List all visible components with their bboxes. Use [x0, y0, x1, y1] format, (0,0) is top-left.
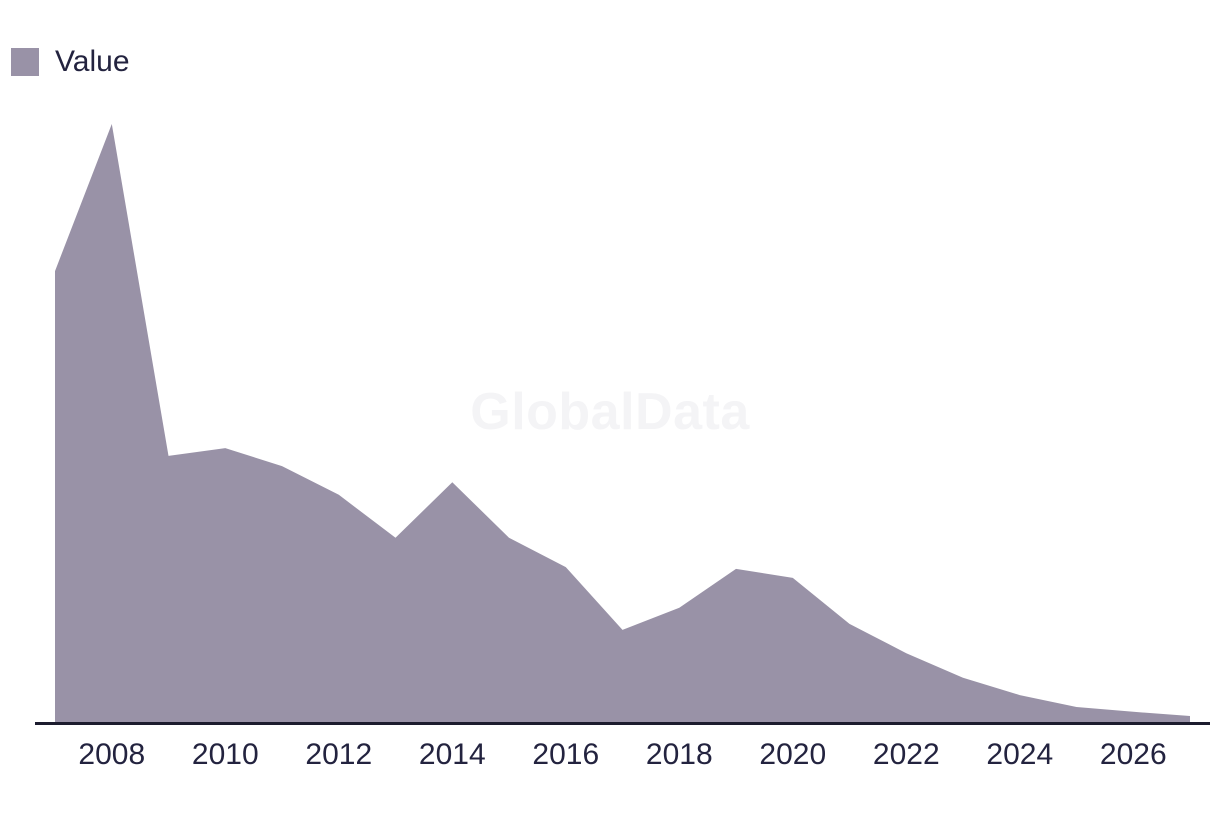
- x-tick-label: 2024: [986, 738, 1054, 771]
- x-tick-label: 2010: [191, 738, 259, 771]
- x-tick-label: 2026: [1099, 738, 1167, 771]
- x-tick-label: 2012: [305, 738, 373, 771]
- x-tick-label: 2022: [872, 738, 940, 771]
- x-tick-label: 2014: [418, 738, 486, 771]
- legend-label: Value: [55, 45, 130, 78]
- x-tick-label: 2008: [78, 738, 146, 771]
- legend-swatch-value: [11, 48, 39, 76]
- x-tick-label: 2020: [759, 738, 827, 771]
- x-tick-label: 2018: [645, 738, 713, 771]
- watermark: GlobalData: [470, 383, 750, 441]
- legend: Value: [11, 47, 130, 77]
- area-series-value: [55, 124, 1190, 722]
- x-tick-label: 2016: [532, 738, 600, 771]
